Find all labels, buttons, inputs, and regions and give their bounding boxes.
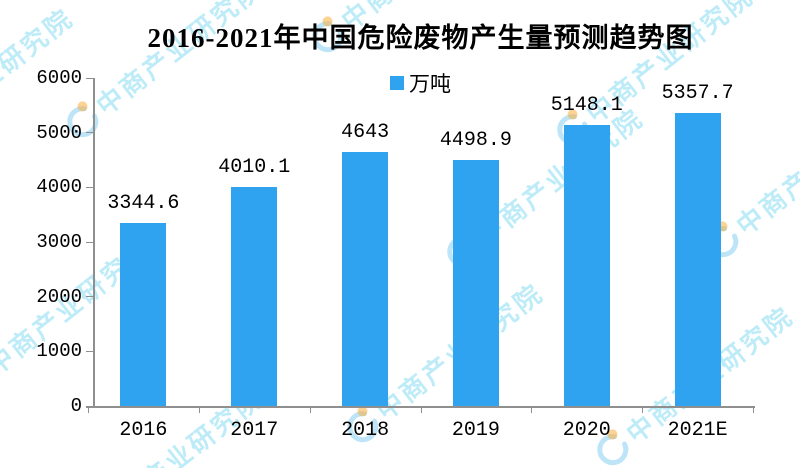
y-tick-label: 6000: [36, 67, 82, 89]
bar: [452, 160, 499, 406]
y-tick-mark: [86, 186, 95, 188]
x-axis-label: 2020: [562, 419, 611, 442]
y-axis-line: [93, 78, 95, 407]
y-tick-mark: [86, 350, 95, 352]
x-axis-label: 2019: [451, 419, 500, 442]
y-tick-mark: [86, 241, 95, 243]
x-axis-label: 2017: [230, 419, 279, 442]
bar-value-label: 5357.7: [661, 82, 734, 106]
legend-label: 万吨: [409, 73, 451, 96]
bar: [231, 186, 278, 406]
bar: [342, 152, 389, 406]
bar-value-label: 4498.9: [439, 129, 512, 153]
x-tick-mark: [88, 408, 89, 413]
y-tick-mark: [86, 77, 95, 79]
y-tick-label: 4000: [36, 176, 82, 199]
y-tick-label: 2000: [36, 285, 82, 308]
x-tick-mark: [309, 408, 311, 413]
y-tick-label: 3000: [36, 231, 82, 253]
x-tick-mark: [642, 408, 644, 413]
x-axis-label: 2016: [119, 419, 168, 442]
x-axis-label: 2021E: [667, 419, 728, 442]
legend: 万吨: [88, 68, 753, 98]
legend-swatch: [390, 76, 404, 90]
y-tick-mark: [86, 296, 95, 298]
bar: [563, 124, 610, 406]
y-tick-label: 1000: [36, 340, 82, 363]
y-tick-mark: [86, 132, 95, 134]
x-tick-mark: [753, 408, 754, 413]
x-tick-mark: [198, 408, 200, 413]
y-tick-mark: [86, 405, 95, 407]
x-tick-mark: [531, 408, 533, 413]
x-tick-mark: [420, 408, 422, 413]
bar-value-label: 4643: [341, 121, 390, 145]
chart-title: 2016-2021年中国危险废物产生量预测趋势图: [147, 23, 694, 53]
y-tick-label: 5000: [36, 121, 82, 144]
bar-value-label: 4010.1: [218, 155, 291, 179]
x-axis-line: [86, 406, 755, 408]
bar: [120, 223, 167, 406]
x-axis-label: 2018: [341, 419, 390, 442]
bar: [674, 113, 721, 406]
bar-value-label: 3344.6: [107, 192, 180, 216]
y-tick-label: 0: [70, 395, 82, 417]
